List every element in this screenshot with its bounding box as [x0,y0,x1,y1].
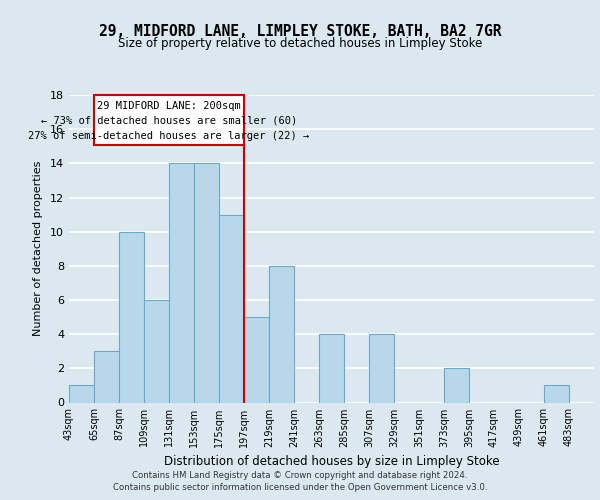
Bar [169,164,194,402]
Bar [119,232,144,402]
Bar [219,214,244,402]
Text: Contains public sector information licensed under the Open Government Licence v3: Contains public sector information licen… [113,483,487,492]
Text: Contains HM Land Registry data © Crown copyright and database right 2024.: Contains HM Land Registry data © Crown c… [132,472,468,480]
Bar [369,334,394,402]
Bar [94,351,119,403]
Text: ← 73% of detached houses are smaller (60): ← 73% of detached houses are smaller (60… [41,116,297,126]
Bar [544,386,569,402]
Bar [69,386,94,402]
Bar [444,368,469,402]
Bar [144,300,169,402]
Bar [319,334,344,402]
Bar [269,266,294,402]
Text: Size of property relative to detached houses in Limpley Stoke: Size of property relative to detached ho… [118,38,482,51]
X-axis label: Distribution of detached houses by size in Limpley Stoke: Distribution of detached houses by size … [164,455,499,468]
FancyBboxPatch shape [94,95,244,144]
Bar [194,164,219,402]
Y-axis label: Number of detached properties: Number of detached properties [33,161,43,336]
Text: 29, MIDFORD LANE, LIMPLEY STOKE, BATH, BA2 7GR: 29, MIDFORD LANE, LIMPLEY STOKE, BATH, B… [99,24,501,38]
Text: 27% of semi-detached houses are larger (22) →: 27% of semi-detached houses are larger (… [28,131,310,141]
Bar [244,317,269,402]
Text: 29 MIDFORD LANE: 200sqm: 29 MIDFORD LANE: 200sqm [97,101,241,111]
